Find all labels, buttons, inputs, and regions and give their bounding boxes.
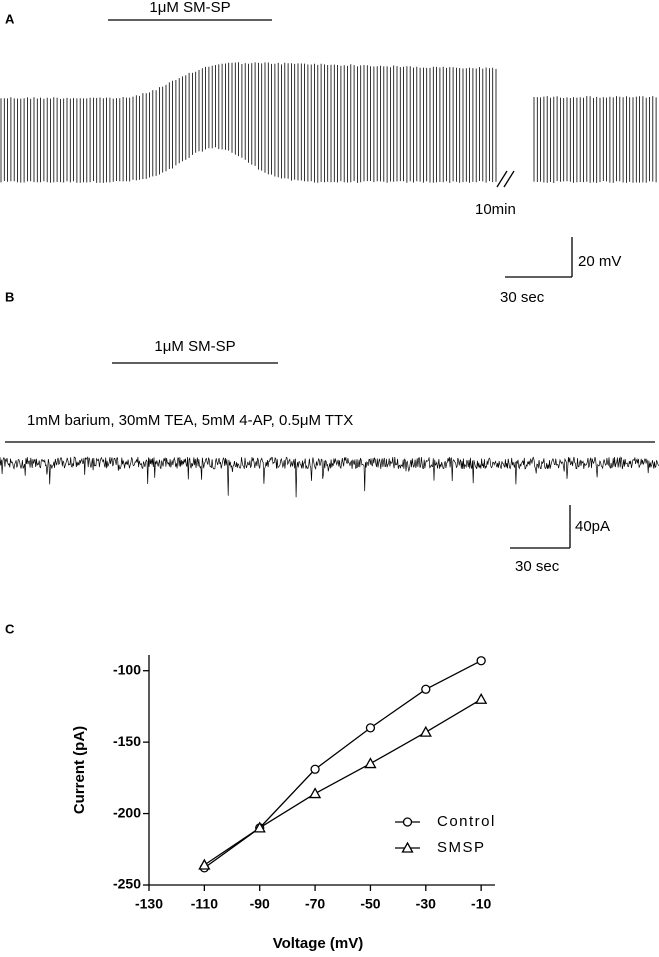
x-axis-title: Voltage (mV)	[273, 935, 364, 952]
y-tick-label: -200	[113, 804, 141, 820]
legend-label: Control	[437, 813, 496, 830]
marker	[364, 757, 377, 769]
panel-label: C	[5, 621, 15, 636]
marker	[419, 725, 432, 737]
scale-label: 30 sec	[515, 558, 560, 575]
x-tick-label: -130	[135, 896, 163, 912]
plot: -250 -200 -150 -100 -130 -110 -90 -70 -50 -30 -10 C…	[113, 656, 496, 912]
marker	[198, 858, 211, 870]
break-mark	[503, 170, 515, 188]
x-tick-label: -90	[250, 896, 270, 912]
y-tick-label: -250	[113, 876, 141, 892]
marker	[421, 684, 431, 694]
marker	[402, 817, 413, 827]
x-tick-label: -10	[471, 896, 491, 912]
marker	[475, 692, 488, 704]
series-line	[203, 698, 482, 866]
voltage-trace	[0, 62, 657, 183]
legend-label: SMSP	[437, 839, 486, 856]
break-mark	[496, 170, 508, 188]
scale-label: 20 mV	[578, 253, 621, 270]
panel-label: B	[5, 289, 14, 304]
y-axis-title: Current (pA)	[71, 726, 88, 814]
y-tick-label: -150	[113, 733, 141, 749]
marker	[310, 764, 320, 774]
current-trace	[0, 456, 659, 498]
marker	[365, 723, 376, 733]
marker	[308, 787, 322, 799]
x-tick-label: -30	[416, 896, 436, 912]
x-tick-label: -70	[305, 896, 325, 912]
x-tick-label: -50	[360, 896, 380, 912]
treatment-label: 1μM SM-SP	[154, 338, 235, 355]
marker	[401, 841, 414, 853]
scale-label: 40pA	[575, 518, 610, 535]
x-tick-label: -110	[191, 896, 218, 912]
y-tick-label: -100	[113, 661, 141, 677]
marker	[253, 821, 266, 833]
marker	[476, 656, 486, 666]
bath-label: 1mM barium, 30mM TEA, 5mM 4-AP, 0.5μM TT…	[27, 412, 353, 429]
gap-label: 10min	[475, 201, 516, 218]
treatment-label: 1μM SM-SP	[149, 0, 230, 16]
panel-label: A	[5, 11, 15, 26]
scale-label: 30 sec	[500, 289, 545, 306]
